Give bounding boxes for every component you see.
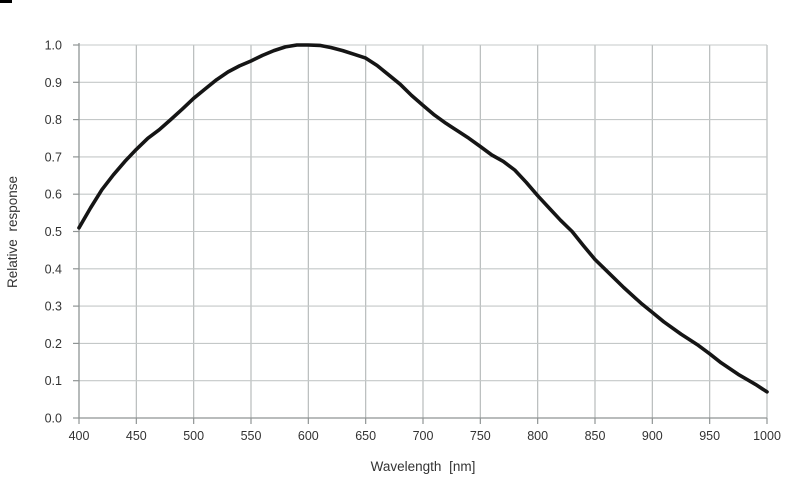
x-tick-label: 1000 (753, 429, 781, 443)
x-tick-label: 800 (527, 429, 548, 443)
x-tick-label: 400 (69, 429, 90, 443)
x-tick-label: 750 (470, 429, 491, 443)
x-tick-label: 450 (126, 429, 147, 443)
scan-artifact (0, 0, 12, 3)
response-curve (77, 43, 769, 394)
y-tick-label: 1.0 (45, 39, 62, 53)
x-tick-label: 600 (298, 429, 319, 443)
series-relative-response (77, 43, 769, 394)
y-tick-label: 0.5 (45, 225, 62, 239)
y-tick-label: 0.2 (45, 337, 62, 351)
y-tick-label: 0.6 (45, 188, 62, 202)
x-tick-label: 650 (355, 429, 376, 443)
tick-labels: 0.0 0.1 0.2 0.3 0.4 0.5 0.6 0.7 0.8 0.9 1.0 400 450 5… (45, 39, 781, 444)
gridlines (79, 44, 768, 418)
y-tick-label: 0.4 (45, 262, 62, 276)
axes (73, 43, 768, 424)
y-tick-label: 0.8 (45, 113, 62, 127)
y-tick-label: 0.9 (45, 76, 62, 90)
x-tick-label: 500 (183, 429, 204, 443)
y-tick-label: 0.3 (45, 300, 62, 314)
x-tick-label: 950 (699, 429, 720, 443)
x-tick-label: 700 (413, 429, 434, 443)
y-tick-label: 0.0 (45, 412, 62, 426)
y-tick-label: 0.7 (45, 150, 62, 164)
x-tick-label: 550 (241, 429, 262, 443)
x-tick-label: 900 (642, 429, 663, 443)
x-tick-label: 850 (585, 429, 606, 443)
y-tick-label: 0.1 (45, 374, 62, 388)
x-axis-title: Wavelength [nm] (371, 459, 476, 474)
y-axis-title: Relative response (5, 176, 20, 288)
